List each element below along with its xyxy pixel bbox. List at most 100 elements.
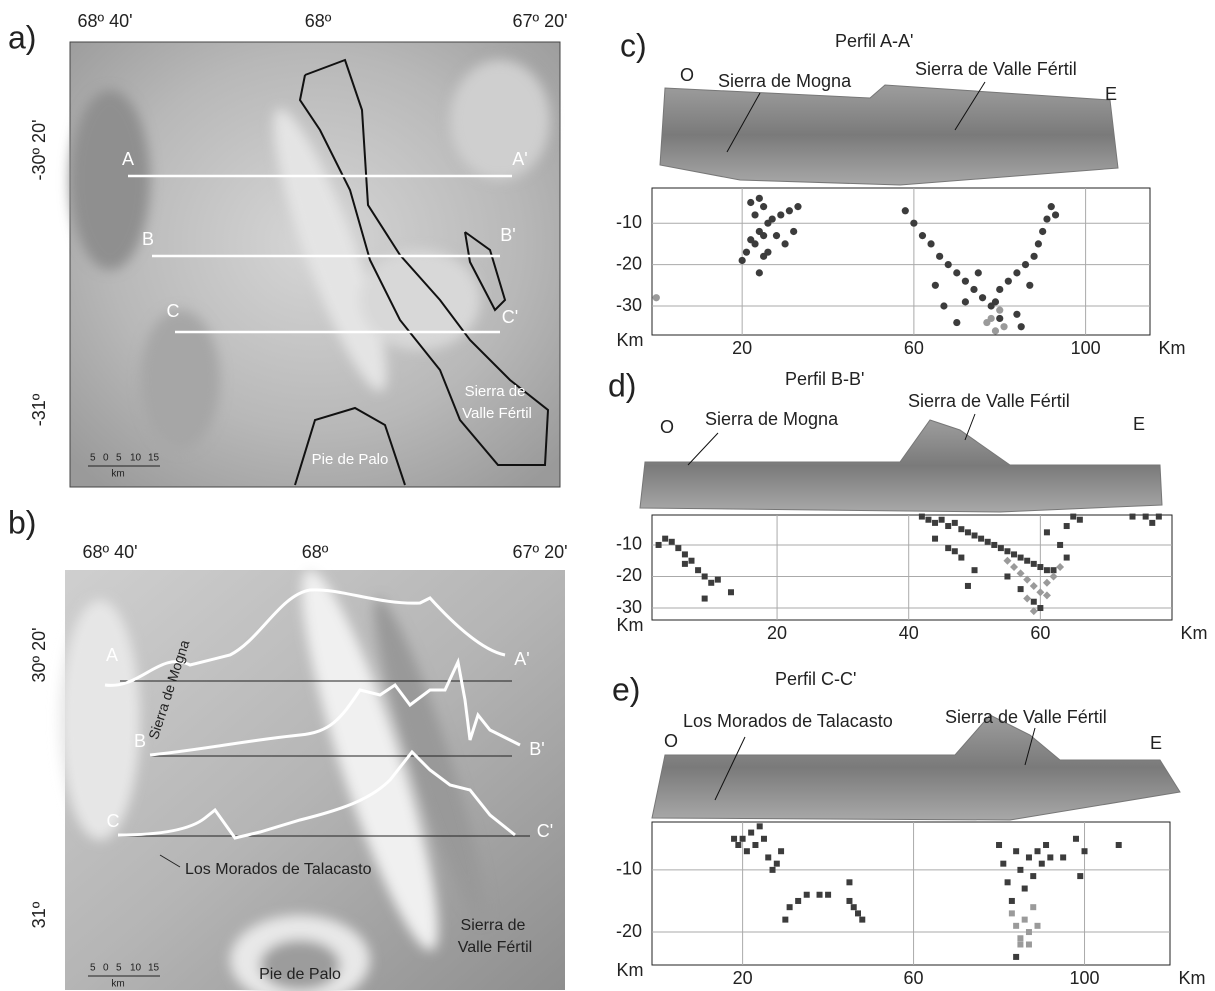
scale-unit: km [111, 979, 124, 990]
place-label: Pie de Palo [259, 966, 341, 983]
block-diagram [640, 420, 1162, 512]
point [1116, 842, 1122, 848]
point [1037, 605, 1043, 611]
point [1043, 842, 1049, 848]
point [1000, 323, 1007, 330]
point [777, 211, 784, 218]
plot-area [652, 822, 1170, 965]
scale-tick: 5 [90, 963, 96, 974]
point [945, 261, 952, 268]
point [702, 596, 708, 602]
point [653, 294, 660, 301]
point [952, 548, 958, 554]
point [925, 517, 931, 523]
point [945, 523, 951, 529]
point [751, 211, 758, 218]
point [769, 215, 776, 222]
x-tick-label: 20 [733, 968, 753, 988]
point [996, 842, 1002, 848]
page: a) 68º 40' 68º 67º 20' -30º 20' -31º A A… [0, 0, 1215, 991]
profile-label: A [106, 645, 118, 665]
point [1039, 861, 1045, 867]
point [1044, 567, 1050, 573]
point [962, 278, 969, 285]
point [786, 207, 793, 214]
point [945, 545, 951, 551]
x-tick-label: 60 [1030, 623, 1050, 643]
y-tick-label: -30 [616, 295, 642, 315]
point [972, 567, 978, 573]
point [1004, 548, 1010, 554]
point [958, 555, 964, 561]
leader [965, 414, 975, 440]
profile-label: A [122, 149, 134, 169]
point [1018, 555, 1024, 561]
point [760, 232, 767, 239]
lon-tick: 68º [305, 11, 332, 31]
panel-label: e) [612, 671, 640, 707]
point [958, 526, 964, 532]
point [708, 580, 714, 586]
point [748, 830, 754, 836]
feature-label: Sierra de Valle Fértil [908, 391, 1070, 411]
point [1082, 848, 1088, 854]
point [1044, 529, 1050, 535]
profile-title: Perfil A-A' [835, 31, 913, 51]
point [992, 327, 999, 334]
point [932, 282, 939, 289]
x-tick-label: 100 [1069, 968, 1099, 988]
point [970, 286, 977, 293]
x-axis-label: Km [1181, 623, 1208, 643]
point [743, 249, 750, 256]
point [764, 249, 771, 256]
y-tick-label: -20 [616, 921, 642, 941]
point [1077, 517, 1083, 523]
lon-tick: 67º 20' [512, 542, 567, 562]
point [757, 823, 763, 829]
point [996, 286, 1003, 293]
point [790, 228, 797, 235]
point [1004, 573, 1010, 579]
point [979, 294, 986, 301]
profile-label: B [142, 229, 154, 249]
point [1051, 567, 1057, 573]
lon-tick: 68º 40' [82, 542, 137, 562]
x-tick-label: 60 [904, 338, 924, 358]
y-tick-label: -10 [616, 212, 642, 232]
point [1047, 854, 1053, 860]
place-label: Los Morados de Talacasto [185, 861, 372, 878]
place-label: Valle Fértil [462, 405, 532, 422]
point [735, 842, 741, 848]
point [773, 232, 780, 239]
point [998, 545, 1004, 551]
point [682, 551, 688, 557]
west-label: O [660, 417, 674, 437]
east-label: E [1133, 414, 1145, 434]
profile-label: B' [500, 225, 515, 245]
point [851, 904, 857, 910]
point [1149, 520, 1155, 526]
point [1064, 523, 1070, 529]
place-label: Pie de Palo [312, 451, 389, 468]
lat-tick: 31º [29, 901, 49, 928]
point [1013, 848, 1019, 854]
point [953, 269, 960, 276]
point [1017, 867, 1023, 873]
point [962, 298, 969, 305]
leader [688, 433, 718, 465]
scale-tick: 5 [90, 453, 96, 464]
profile-label: B' [529, 739, 544, 759]
point [1073, 836, 1079, 842]
point [787, 904, 793, 910]
plot-area [652, 188, 1150, 335]
point [1037, 564, 1043, 570]
x-tick-label: 20 [732, 338, 752, 358]
feature-label: Los Morados de Talacasto [683, 711, 893, 731]
scale-tick: 15 [148, 453, 160, 464]
panel-label: d) [608, 367, 636, 403]
x-axis-label: Km [1159, 338, 1186, 358]
scale-tick: 0 [103, 963, 109, 974]
panel-label: a) [8, 19, 36, 55]
profile-title: Perfil C-C' [775, 669, 856, 689]
point [1005, 879, 1011, 885]
